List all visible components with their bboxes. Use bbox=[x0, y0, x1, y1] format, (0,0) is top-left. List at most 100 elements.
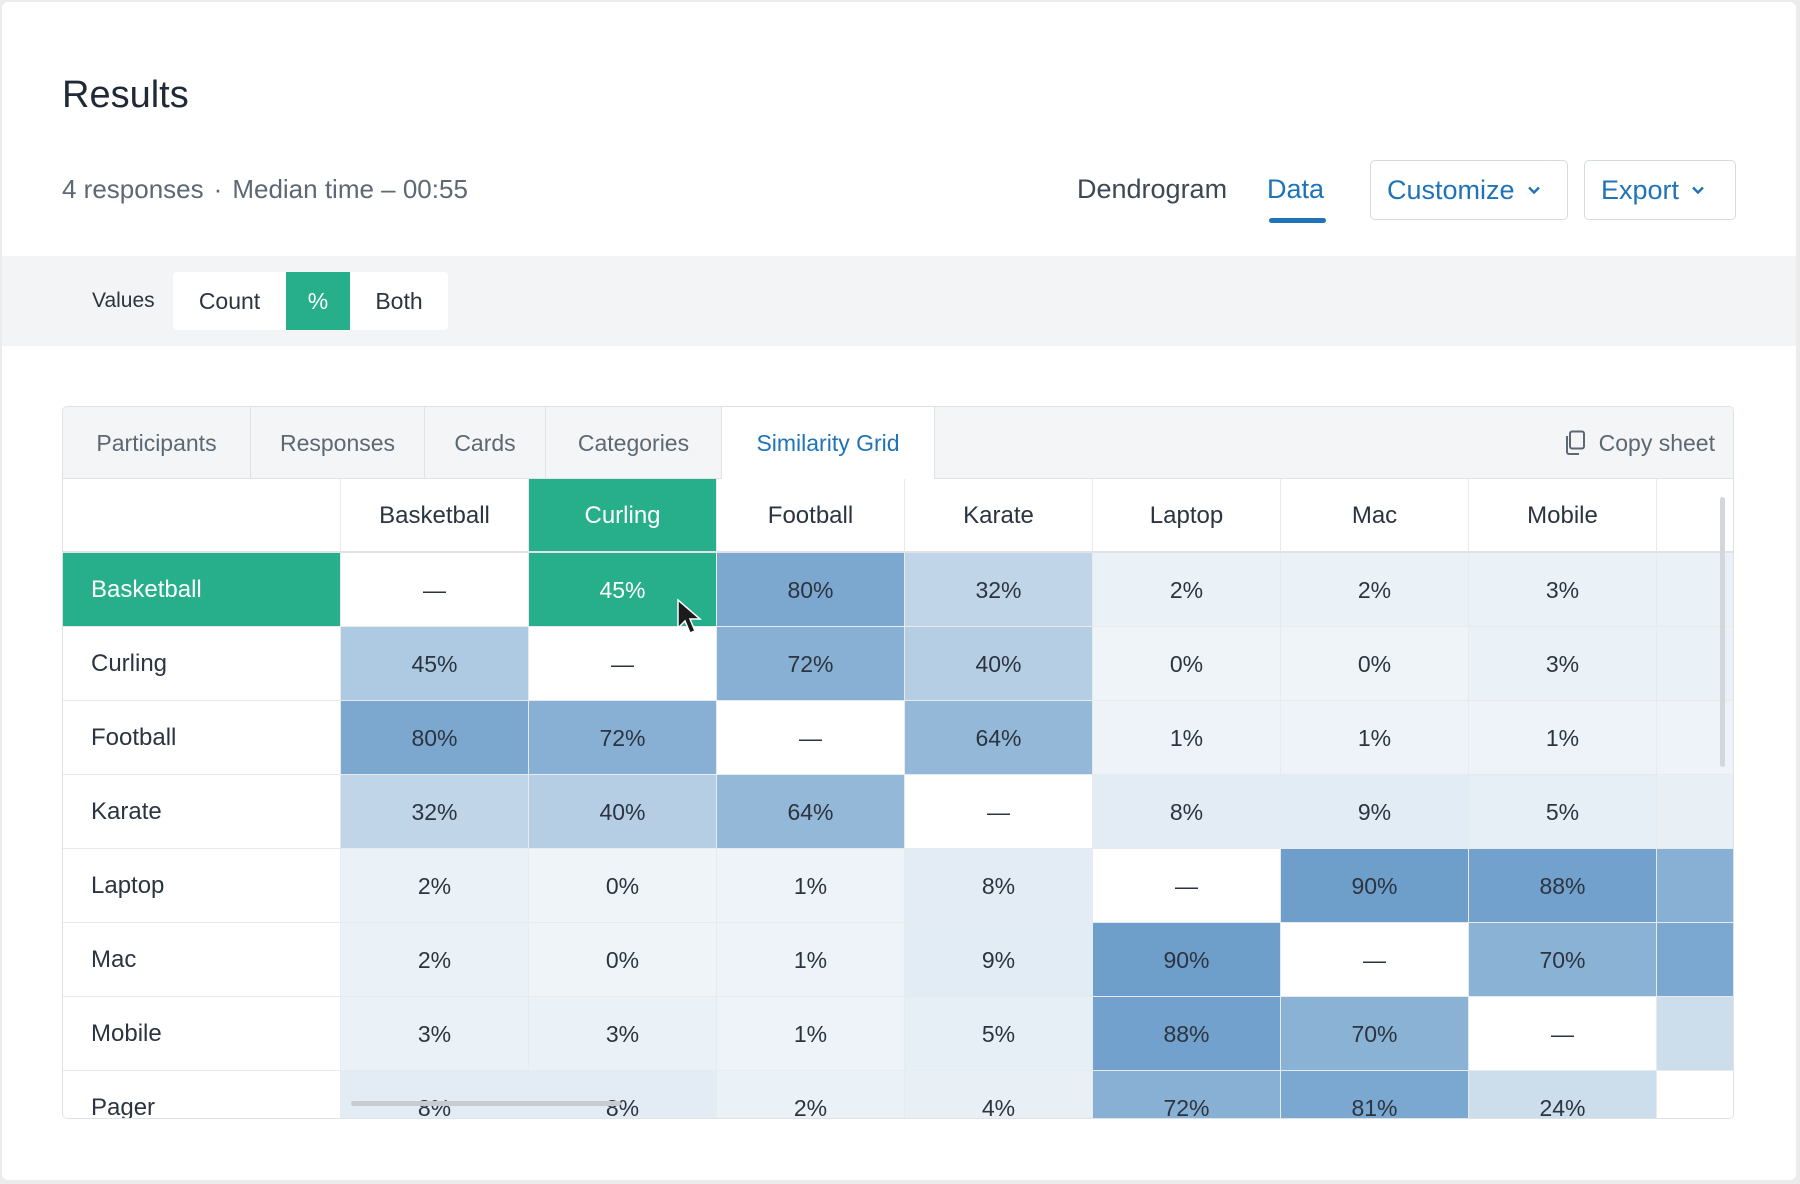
grid-cell: 5% bbox=[905, 997, 1093, 1071]
customize-label: Customize bbox=[1387, 174, 1515, 205]
chevron-down-icon bbox=[1692, 186, 1704, 195]
meta-separator: · bbox=[213, 174, 223, 204]
grid-cell: 88% bbox=[1093, 997, 1281, 1071]
row-header: Pager bbox=[63, 1071, 341, 1118]
data-sheet: Participants Responses Cards Categories … bbox=[62, 406, 1734, 1119]
similarity-grid: Basketball Curling Football Karate Laptop Mac… bbox=[63, 479, 1733, 1118]
tab-responses[interactable]: Responses bbox=[251, 407, 425, 479]
column-header: Basketball bbox=[341, 479, 529, 553]
grid-cell: 3% bbox=[341, 997, 529, 1071]
grid-cell: 64% bbox=[717, 775, 905, 849]
grid-cell: 8% bbox=[1093, 775, 1281, 849]
mouse-pointer-icon bbox=[677, 598, 703, 634]
grid-cell: 45% bbox=[529, 553, 717, 627]
grid-cell: 3% bbox=[529, 997, 717, 1071]
grid-cell: 72% bbox=[529, 701, 717, 775]
grid-cell: 72% bbox=[1093, 1071, 1281, 1118]
row-header: Football bbox=[63, 701, 341, 775]
grid-cell: 80% bbox=[717, 553, 905, 627]
grid-cell: 3% bbox=[1469, 553, 1657, 627]
copy-icon bbox=[1565, 430, 1585, 455]
grid-cell: 90% bbox=[1093, 923, 1281, 997]
grid-cell: 32% bbox=[905, 553, 1093, 627]
grid-cell bbox=[1657, 775, 1733, 849]
grid-cell: 2% bbox=[341, 849, 529, 923]
tab-similarity-grid[interactable]: Similarity Grid bbox=[722, 407, 935, 480]
grid-cell: 2% bbox=[1093, 553, 1281, 627]
grid-cell: 9% bbox=[905, 923, 1093, 997]
values-both-option[interactable]: Both bbox=[375, 288, 423, 314]
grid-corner-cell bbox=[63, 479, 341, 553]
grid-cell: 8% bbox=[529, 1071, 717, 1118]
column-header: Laptop bbox=[1093, 479, 1281, 553]
grid-cell: 2% bbox=[717, 1071, 905, 1118]
grid-cell: 0% bbox=[529, 923, 717, 997]
values-toolbar: Values Count % Both bbox=[2, 256, 1796, 346]
grid-cell: 1% bbox=[717, 849, 905, 923]
grid-cell: 24% bbox=[1469, 1071, 1657, 1118]
customize-button[interactable]: Customize bbox=[1370, 160, 1568, 220]
values-label: Values bbox=[92, 289, 155, 312]
row-header: Laptop bbox=[63, 849, 341, 923]
export-label: Export bbox=[1601, 174, 1680, 205]
grid-cell: 40% bbox=[905, 627, 1093, 701]
grid-cell: 88% bbox=[1469, 849, 1657, 923]
values-segmented-control: Count % Both bbox=[173, 272, 448, 330]
row-header: Mobile bbox=[63, 997, 341, 1071]
grid-cell: 70% bbox=[1281, 997, 1469, 1071]
grid-cell: 81% bbox=[1281, 1071, 1469, 1118]
vertical-scrollbar[interactable] bbox=[1720, 497, 1725, 767]
grid-cell: 1% bbox=[1281, 701, 1469, 775]
grid-cell: 0% bbox=[529, 849, 717, 923]
grid-cell: 40% bbox=[529, 775, 717, 849]
row-header: Basketball bbox=[63, 553, 341, 627]
grid-cell: 9% bbox=[1281, 775, 1469, 849]
grid-cell: 1% bbox=[1093, 701, 1281, 775]
column-header: Mobile bbox=[1469, 479, 1657, 553]
grid-cell: — bbox=[529, 627, 717, 701]
grid-cell: 2% bbox=[1281, 553, 1469, 627]
copy-sheet-button[interactable]: Copy sheet bbox=[1563, 407, 1715, 479]
row-header: Karate bbox=[63, 775, 341, 849]
grid-cell: 8% bbox=[905, 849, 1093, 923]
grid-cell: 32% bbox=[341, 775, 529, 849]
tab-data[interactable]: Data bbox=[1267, 174, 1327, 223]
grid-cell: 0% bbox=[1281, 627, 1469, 701]
column-header: Karate bbox=[905, 479, 1093, 553]
grid-cell: — bbox=[1281, 923, 1469, 997]
grid-cell: 1% bbox=[1469, 701, 1657, 775]
responses-count: 4 responses bbox=[62, 174, 204, 204]
tab-dendrogram[interactable]: Dendrogram bbox=[1077, 174, 1228, 204]
page-title: Results bbox=[62, 74, 189, 116]
grid-cell: 2 bbox=[1657, 997, 1733, 1071]
row-header: Mac bbox=[63, 923, 341, 997]
median-time: Median time – 00:55 bbox=[232, 174, 468, 204]
grid-cell: 90% bbox=[1281, 849, 1469, 923]
grid-cell: — bbox=[717, 701, 905, 775]
grid-cell: — bbox=[1093, 849, 1281, 923]
grid-cell: 70% bbox=[1469, 923, 1657, 997]
grid-cell: 72% bbox=[717, 627, 905, 701]
grid-cell: 8% bbox=[341, 1071, 529, 1118]
grid-cell: 45% bbox=[341, 627, 529, 701]
tab-participants[interactable]: Participants bbox=[63, 407, 251, 479]
column-header: Football bbox=[717, 479, 905, 553]
sheet-tabs: Participants Responses Cards Categories … bbox=[63, 407, 1733, 480]
horizontal-scrollbar[interactable] bbox=[351, 1101, 621, 1106]
grid-cell: 8 bbox=[1657, 923, 1733, 997]
copy-sheet-label: Copy sheet bbox=[1598, 430, 1715, 456]
grid-cell: 7 bbox=[1657, 849, 1733, 923]
tab-categories[interactable]: Categories bbox=[546, 407, 722, 479]
grid-cell bbox=[1657, 1071, 1733, 1118]
grid-cell: 2% bbox=[341, 923, 529, 997]
values-count-option[interactable]: Count bbox=[198, 288, 261, 314]
grid-cell: — bbox=[1469, 997, 1657, 1071]
row-header: Curling bbox=[63, 627, 341, 701]
grid-cell: — bbox=[905, 775, 1093, 849]
export-button[interactable]: Export bbox=[1584, 160, 1736, 220]
grid-cell: 64% bbox=[905, 701, 1093, 775]
results-meta: 4 responses · Median time – 00:55 bbox=[62, 174, 468, 205]
tab-cards[interactable]: Cards bbox=[425, 407, 546, 479]
values-percent-option[interactable]: % bbox=[286, 272, 350, 330]
chevron-down-icon bbox=[1527, 186, 1540, 195]
